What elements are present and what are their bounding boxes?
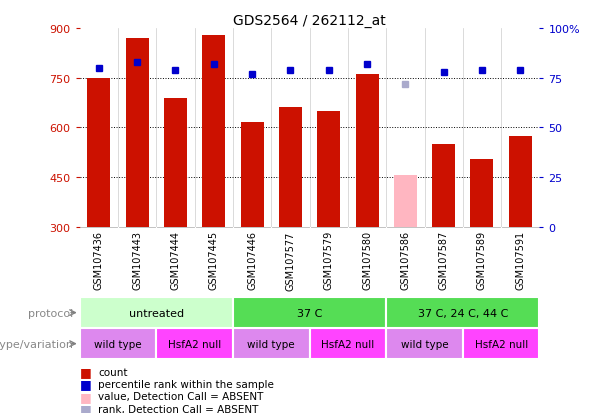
Bar — [80, 297, 233, 328]
Text: ■: ■ — [80, 402, 91, 413]
Text: GSM107579: GSM107579 — [324, 230, 333, 290]
Text: ■: ■ — [80, 377, 91, 391]
Bar — [164, 98, 187, 227]
Text: GSM107444: GSM107444 — [170, 230, 180, 290]
Text: rank, Detection Call = ABSENT: rank, Detection Call = ABSENT — [98, 404, 259, 413]
Text: genotype/variation: genotype/variation — [0, 339, 74, 349]
Bar — [509, 136, 531, 227]
Bar — [394, 176, 417, 227]
Text: count: count — [98, 367, 128, 377]
Text: untreated: untreated — [129, 308, 184, 318]
Text: GSM107580: GSM107580 — [362, 230, 372, 290]
Bar — [240, 123, 264, 227]
Text: GSM107436: GSM107436 — [94, 230, 104, 290]
Bar — [471, 159, 493, 227]
Text: wild type: wild type — [248, 339, 295, 349]
Bar — [386, 328, 463, 359]
Bar — [279, 108, 302, 227]
Bar — [87, 79, 110, 227]
Text: wild type: wild type — [94, 339, 142, 349]
Bar — [80, 328, 156, 359]
Text: GSM107591: GSM107591 — [516, 230, 525, 290]
Title: GDS2564 / 262112_at: GDS2564 / 262112_at — [233, 14, 386, 28]
Text: GSM107586: GSM107586 — [400, 230, 410, 290]
Text: protocol: protocol — [28, 308, 74, 318]
Text: GSM107589: GSM107589 — [477, 230, 487, 290]
Bar — [233, 328, 310, 359]
Text: GSM107446: GSM107446 — [247, 230, 257, 290]
Text: HsfA2 null: HsfA2 null — [168, 339, 221, 349]
Text: 37 C: 37 C — [297, 308, 322, 318]
Bar — [156, 328, 233, 359]
Bar — [463, 328, 539, 359]
Bar — [432, 145, 455, 227]
Text: GSM107443: GSM107443 — [132, 230, 142, 290]
Text: GSM107587: GSM107587 — [439, 230, 449, 290]
Text: HsfA2 null: HsfA2 null — [474, 339, 528, 349]
Text: GSM107445: GSM107445 — [209, 230, 219, 290]
Text: ■: ■ — [80, 365, 91, 378]
Text: value, Detection Call = ABSENT: value, Detection Call = ABSENT — [98, 392, 264, 401]
Bar — [126, 39, 149, 227]
Bar — [318, 112, 340, 227]
Bar — [386, 297, 539, 328]
Bar — [310, 328, 386, 359]
Text: percentile rank within the sample: percentile rank within the sample — [98, 379, 274, 389]
Text: ■: ■ — [80, 390, 91, 403]
Text: 37 C, 24 C, 44 C: 37 C, 24 C, 44 C — [417, 308, 508, 318]
Text: HsfA2 null: HsfA2 null — [321, 339, 375, 349]
Bar — [356, 74, 379, 227]
Bar — [202, 36, 226, 227]
Bar — [233, 297, 386, 328]
Text: wild type: wild type — [401, 339, 448, 349]
Text: GSM107577: GSM107577 — [286, 230, 295, 290]
